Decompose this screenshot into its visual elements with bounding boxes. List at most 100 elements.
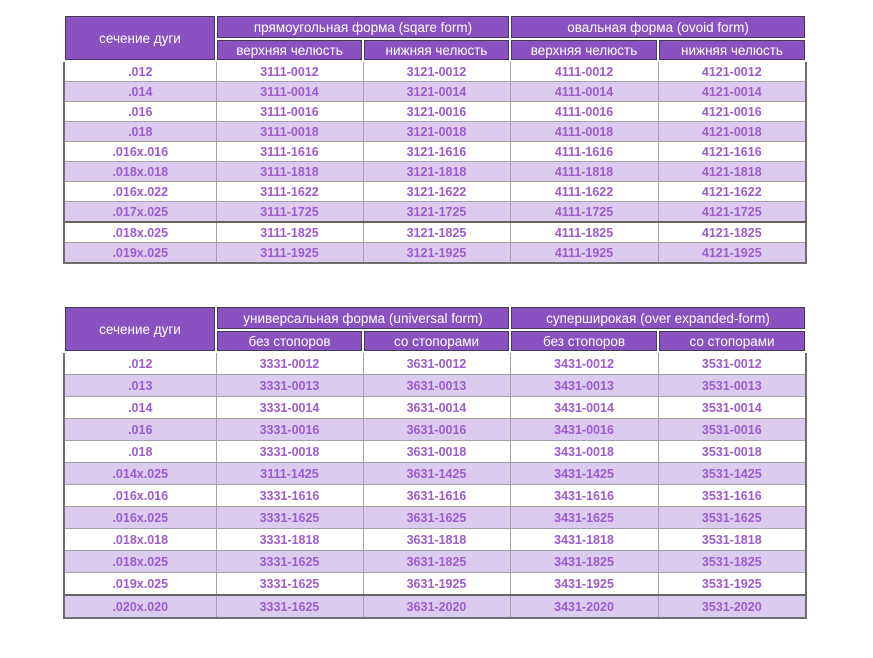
part-number-cell: 3121-1825 (362, 221, 511, 243)
table-row: .012 3111-0012 3121-0012 4111-0012 4121-0012 (63, 60, 807, 82)
part-number-cell: 3431-1625 (509, 506, 659, 529)
part-number-cell: 3431-0013 (509, 374, 659, 397)
part-number-cell: 3111-0018 (215, 121, 364, 142)
table-row: .018 3111-0018 3121-0018 4111-0018 4121-0018 (63, 121, 807, 142)
part-number-cell: 3631-1825 (362, 550, 511, 573)
part-number-cell: 3331-0018 (215, 440, 364, 463)
part-number-cell: 4111-0016 (509, 101, 659, 122)
part-number-cell: 3121-1818 (362, 161, 511, 182)
table-row: .016x.016 3111-1616 3121-1616 4111-1616 4121… (63, 141, 807, 162)
part-number-cell: 3331-1625 (215, 594, 364, 619)
sub-header: нижняя челюсть (361, 38, 512, 62)
part-number-cell: 3531-1616 (657, 484, 807, 507)
part-number-cell: 3431-0012 (509, 351, 659, 375)
part-number-cell: 3331-1625 (215, 572, 364, 596)
part-number-cell: 3111-1725 (215, 201, 364, 223)
part-number-cell: 3631-0012 (362, 351, 511, 375)
arc-section-cell: .012 (63, 351, 217, 375)
part-number-cell: 3121-0014 (362, 81, 511, 102)
arc-section-cell: .016x.016 (63, 484, 217, 507)
part-number-cell: 3431-1818 (509, 528, 659, 551)
corner-header-arc-section: сечение дуги (63, 14, 217, 62)
part-number-cell: 4121-1622 (657, 181, 807, 202)
arc-section-cell: .018x.018 (63, 161, 217, 182)
sub-header: без стопоров (509, 329, 660, 353)
part-number-cell: 4121-1616 (657, 141, 807, 162)
part-number-cell: 3531-0013 (657, 374, 807, 397)
part-number-cell: 3631-2020 (362, 594, 511, 619)
part-number-cell: 4111-1818 (509, 161, 659, 182)
arc-section-cell: .019x.025 (63, 572, 217, 596)
table-row: .016x.016 3331-1616 3631-1616 3431-1616 3531… (63, 484, 807, 507)
arch-forms-table-2: сечение дуги универсальная форма (univers… (63, 305, 808, 619)
arc-section-cell: .012 (63, 60, 217, 82)
part-number-cell: 3121-1622 (362, 181, 511, 202)
part-number-cell: 3631-0013 (362, 374, 511, 397)
part-number-cell: 3531-1425 (657, 462, 807, 485)
sub-header: верхняя челюсть (509, 38, 660, 62)
part-number-cell: 3111-0014 (215, 81, 364, 102)
group-header: прямоугольная форма (sqare form) (214, 14, 512, 40)
part-number-cell: 3631-1625 (362, 506, 511, 529)
part-number-cell: 4121-1725 (657, 201, 807, 223)
arch-forms-table-1: сечение дуги прямоугольная форма (sqare f… (63, 14, 808, 264)
arc-section-cell: .018 (63, 121, 217, 142)
part-number-cell: 3331-0012 (215, 351, 364, 375)
part-number-cell: 3331-1625 (215, 506, 364, 529)
table-row: .014 3111-0014 3121-0014 4111-0014 4121-0014 (63, 81, 807, 102)
arc-section-cell: .016x.025 (63, 506, 217, 529)
arc-section-cell: .018x.018 (63, 528, 217, 551)
table-row: .018x.018 3331-1818 3631-1818 3431-1818 3531… (63, 528, 807, 551)
part-number-cell: 3331-1818 (215, 528, 364, 551)
table-row: .018x.025 3111-1825 3121-1825 4111-1825 4121… (63, 221, 807, 243)
table-row: .018x.025 3331-1625 3631-1825 3431-1825 3531… (63, 550, 807, 573)
part-number-cell: 3111-0012 (215, 60, 364, 82)
table-row: .013 3331-0013 3631-0013 3431-0013 3531-0013 (63, 374, 807, 397)
sub-header: со стопорами (657, 329, 808, 353)
part-number-cell: 3631-0016 (362, 418, 511, 441)
part-number-cell: 3121-0018 (362, 121, 511, 142)
table-row: .017x.025 3111-1725 3121-1725 4111-1725 4121… (63, 201, 807, 223)
part-number-cell: 4121-0016 (657, 101, 807, 122)
part-number-cell: 4111-1825 (509, 221, 659, 243)
part-number-cell: 3331-0013 (215, 374, 364, 397)
part-number-cell: 3531-0016 (657, 418, 807, 441)
table-row: .019x.025 3111-1925 3121-1925 4111-1925 4121… (63, 242, 807, 264)
arc-section-cell: .016x.016 (63, 141, 217, 162)
part-number-cell: 3121-1616 (362, 141, 511, 162)
part-number-cell: 4111-0018 (509, 121, 659, 142)
part-number-cell: 3531-0018 (657, 440, 807, 463)
part-number-cell: 3111-1425 (215, 462, 364, 485)
part-number-cell: 3631-1425 (362, 462, 511, 485)
arc-section-cell: .019x.025 (63, 242, 217, 264)
arc-section-cell: .018x.025 (63, 550, 217, 573)
table-row: .016 3331-0016 3631-0016 3431-0016 3531-0016 (63, 418, 807, 441)
part-number-cell: 3531-2020 (657, 594, 807, 619)
part-number-cell: 4111-0014 (509, 81, 659, 102)
arc-section-cell: .018x.025 (63, 221, 217, 243)
part-number-cell: 3121-0016 (362, 101, 511, 122)
part-number-cell: 3121-0012 (362, 60, 511, 82)
table-row: .016x.022 3111-1622 3121-1622 4111-1622 4121… (63, 181, 807, 202)
group-header: универсальная форма (universal form) (214, 305, 512, 331)
sub-header: со стопорами (361, 329, 512, 353)
part-number-cell: 3431-1825 (509, 550, 659, 573)
part-number-cell: 4121-0018 (657, 121, 807, 142)
table-row: .014 3331-0014 3631-0014 3431-0014 3531-0014 (63, 396, 807, 419)
arc-section-cell: .014 (63, 81, 217, 102)
arc-section-cell: .016x.022 (63, 181, 217, 202)
table-row: .018x.018 3111-1818 3121-1818 4111-1818 4121… (63, 161, 807, 182)
arc-section-cell: .018 (63, 440, 217, 463)
part-number-cell: 3331-0016 (215, 418, 364, 441)
part-number-cell: 3431-2020 (509, 594, 659, 619)
part-number-cell: 3431-1925 (509, 572, 659, 596)
part-number-cell: 3111-1622 (215, 181, 364, 202)
part-number-cell: 4111-1622 (509, 181, 659, 202)
part-number-cell: 4111-1925 (509, 242, 659, 264)
part-number-cell: 3111-1925 (215, 242, 364, 264)
part-number-cell: 4111-1725 (509, 201, 659, 223)
sub-header: нижняя челюсть (657, 38, 808, 62)
group-header: овальная форма (ovoid form) (509, 14, 808, 40)
part-number-cell: 3531-0014 (657, 396, 807, 419)
